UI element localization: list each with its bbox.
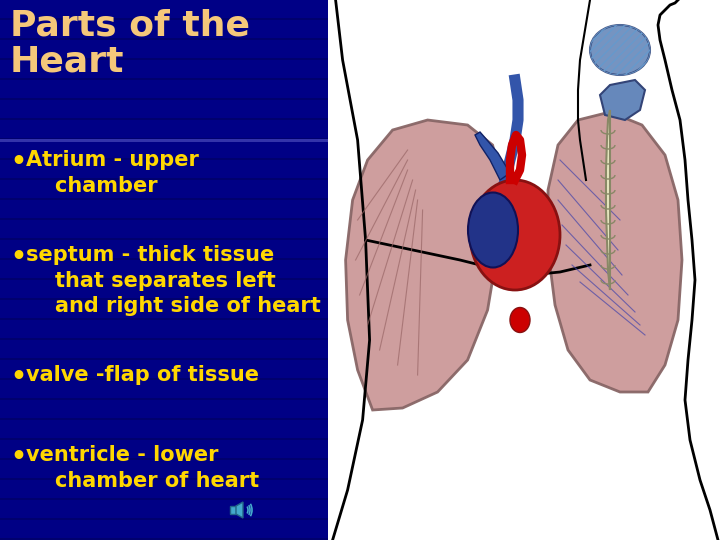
Bar xyxy=(0,478,328,480)
Bar xyxy=(0,498,328,500)
Text: •: • xyxy=(10,445,26,469)
Bar xyxy=(0,138,328,140)
Bar xyxy=(0,278,328,280)
Bar xyxy=(0,38,328,40)
Ellipse shape xyxy=(470,180,560,290)
Bar xyxy=(328,0,720,540)
Ellipse shape xyxy=(590,25,650,75)
Bar xyxy=(0,418,328,420)
Bar xyxy=(0,78,328,80)
Bar xyxy=(0,218,328,220)
Bar xyxy=(0,338,328,340)
Polygon shape xyxy=(346,120,503,410)
Bar xyxy=(0,178,328,180)
Polygon shape xyxy=(600,80,645,120)
Bar xyxy=(0,458,328,460)
Bar xyxy=(0,538,328,540)
Bar xyxy=(0,158,328,160)
Bar xyxy=(0,140,328,540)
Text: Atrium - upper
    chamber: Atrium - upper chamber xyxy=(26,150,199,195)
Bar xyxy=(0,438,328,440)
Bar xyxy=(0,98,328,100)
Text: •: • xyxy=(10,150,26,174)
Text: Parts of the: Parts of the xyxy=(10,8,250,42)
Bar xyxy=(0,238,328,240)
Text: ventricle - lower
    chamber of heart: ventricle - lower chamber of heart xyxy=(26,445,259,491)
Bar xyxy=(0,58,328,60)
Bar xyxy=(0,398,328,400)
Ellipse shape xyxy=(468,192,518,267)
Bar xyxy=(0,258,328,260)
Text: •: • xyxy=(10,365,26,389)
FancyBboxPatch shape xyxy=(230,506,236,514)
Bar xyxy=(0,298,328,300)
Text: •: • xyxy=(10,245,26,269)
Polygon shape xyxy=(475,132,510,180)
Polygon shape xyxy=(236,502,243,518)
Text: Heart: Heart xyxy=(10,44,125,78)
Text: septum - thick tissue
    that separates left
    and right side of heart: septum - thick tissue that separates lef… xyxy=(26,245,320,316)
Bar xyxy=(0,139,328,143)
Polygon shape xyxy=(548,112,682,392)
Bar xyxy=(0,118,328,120)
Polygon shape xyxy=(606,110,610,290)
Ellipse shape xyxy=(510,307,530,333)
Bar xyxy=(0,378,328,380)
Bar xyxy=(0,518,328,520)
Bar xyxy=(0,0,328,540)
Bar xyxy=(0,358,328,360)
Bar xyxy=(0,0,328,140)
Text: valve -flap of tissue: valve -flap of tissue xyxy=(26,365,259,385)
Bar xyxy=(0,198,328,200)
Bar xyxy=(0,318,328,320)
Bar xyxy=(0,18,328,20)
